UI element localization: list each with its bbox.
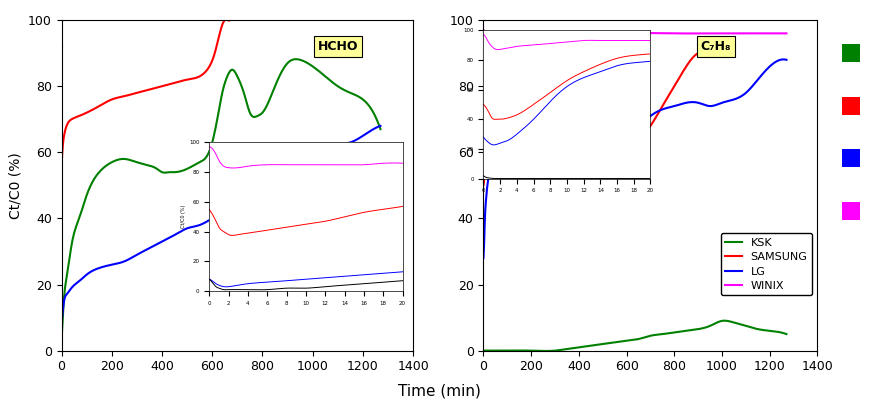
Text: C₇H₈: C₇H₈: [700, 40, 730, 53]
Y-axis label: Ct/C0 (%): Ct/C0 (%): [9, 152, 22, 219]
Text: HCHO: HCHO: [318, 40, 358, 53]
Text: Time (min): Time (min): [398, 384, 480, 399]
Legend: KSK, SAMSUNG, LG, WINIX: KSK, SAMSUNG, LG, WINIX: [720, 233, 811, 295]
